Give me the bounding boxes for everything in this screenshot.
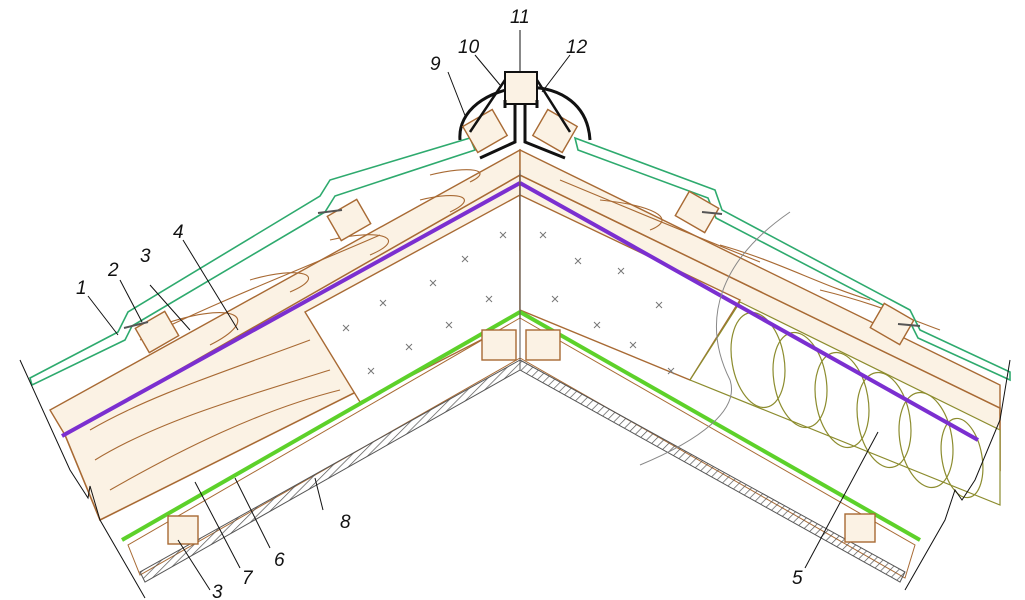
vapor-barrier-right [519, 310, 921, 542]
roofing-sheet-right [573, 136, 1011, 382]
right-slope [519, 136, 1011, 591]
callout-3-lower: 3 [212, 582, 223, 600]
callout-9: 9 [430, 54, 441, 75]
ridge-assembly [458, 71, 592, 160]
callout-8: 8 [340, 512, 351, 533]
wool-loops-right [730, 311, 984, 499]
callout-11: 11 [510, 7, 530, 28]
counter-batten-right [519, 148, 1001, 410]
callout-labels: 1 2 3 4 9 10 11 12 8 6 7 3 5 [76, 7, 803, 600]
callout-7: 7 [242, 568, 254, 589]
mineral-wool-right [689, 301, 1001, 506]
left-slope [19, 137, 521, 599]
ridge-batten-left [461, 108, 509, 154]
membrane-top-left [61, 181, 521, 438]
vapor-barrier-left [121, 310, 521, 542]
callout-2: 2 [107, 260, 119, 281]
callout-4: 4 [173, 222, 184, 243]
callout-1: 1 [76, 278, 87, 299]
ridge-beam [504, 71, 538, 105]
membrane-top-right [519, 181, 979, 442]
leader-lines [87, 30, 879, 591]
break-line-left [19, 359, 146, 599]
break-curve-right [639, 211, 791, 466]
callout-10: 10 [458, 37, 480, 58]
battens-left [134, 198, 517, 545]
roofing-sheet-left [29, 137, 477, 387]
break-line-right [904, 359, 1011, 591]
screws-left [123, 209, 343, 329]
insulation-marks-left [342, 231, 507, 375]
callout-6: 6 [274, 550, 285, 571]
screws-right [701, 211, 921, 327]
callout-12: 12 [566, 37, 588, 58]
callout-5: 5 [792, 568, 803, 589]
insulation-marks-right [539, 231, 675, 375]
callout-3-upper: 3 [140, 246, 151, 267]
ridge-bracket [479, 100, 566, 160]
ridge-support [468, 79, 572, 133]
battens-right [525, 190, 915, 543]
